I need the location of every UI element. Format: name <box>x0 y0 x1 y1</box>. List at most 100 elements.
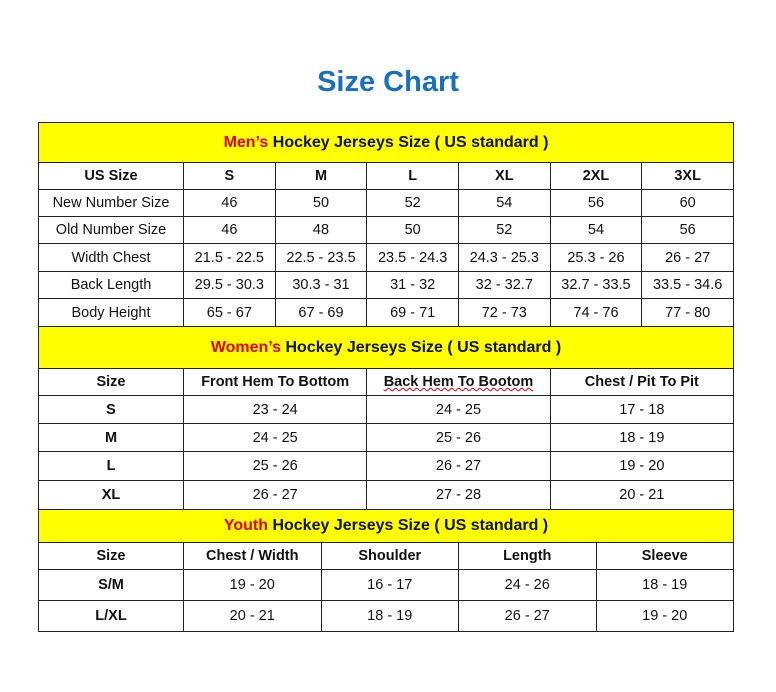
column-header: S <box>183 162 276 190</box>
row-label: Old Number Size <box>38 216 184 244</box>
column-header-label: Size <box>96 374 126 390</box>
table-cell: 65 - 67 <box>183 298 276 327</box>
table-cell: 25 - 26 <box>366 423 551 452</box>
column-header: Size <box>38 368 184 396</box>
table-cell: 26 - 27 <box>641 243 734 272</box>
row-label: S/M <box>38 569 184 601</box>
column-header: XL <box>457 162 551 190</box>
table-cell: 18 - 19 <box>595 569 734 601</box>
table-cell: 60 <box>641 189 734 217</box>
table-cell: 54 <box>549 216 643 244</box>
table-cell: 18 - 19 <box>549 423 735 452</box>
table-cell: 50 <box>274 189 368 217</box>
column-header-row: Size Chest / Width Shoulder Length Sleeve <box>38 542 734 570</box>
header-highlight: Youth <box>223 517 268 534</box>
youth-table-header: Youth Hockey Jerseys Size ( US standard … <box>38 509 734 543</box>
table-cell: 25 - 26 <box>182 451 368 481</box>
womens-table-header: Women’s Hockey Jerseys Size ( US standar… <box>38 326 734 369</box>
youth-size-table: Youth Hockey Jerseys Size ( US standard … <box>38 509 734 632</box>
column-header: 3XL <box>641 162 734 190</box>
table-cell: 48 <box>274 216 368 244</box>
table-cell: 54 <box>457 189 551 217</box>
column-header-label: 3XL <box>674 168 701 184</box>
column-header-label: Back Hem To Bootom <box>383 374 534 390</box>
row-label: L <box>38 451 184 481</box>
row-label: S <box>38 395 184 424</box>
row-label: Body Height <box>38 298 184 327</box>
table-cell: 30.3 - 31 <box>274 271 368 299</box>
table-cell: 26 - 27 <box>182 480 368 510</box>
column-header: Chest / Width <box>183 542 322 570</box>
column-header-row: Size Front Hem To Bottom Back Hem To Booto… <box>38 368 735 396</box>
table-row: S/M 19 - 20 16 - 17 24 - 26 18 - 19 <box>38 569 734 601</box>
womens-size-table: Women’s Hockey Jerseys Size ( US standar… <box>38 326 735 510</box>
column-header-label: M <box>314 168 328 184</box>
table-row: Width Chest 21.5 - 22.5 22.5 - 23.5 23.5 - … <box>38 243 734 272</box>
row-label: L/XL <box>38 600 184 632</box>
column-header: Back Hem To Bootom <box>366 368 551 396</box>
column-header-label: Front Hem To Bottom <box>201 374 350 390</box>
table-row: New Number Size 46 50 52 54 56 60 <box>38 189 734 217</box>
table-cell: 50 <box>366 216 459 244</box>
table-cell: 46 <box>183 216 276 244</box>
table-cell: 20 - 21 <box>183 600 322 632</box>
header-text: Hockey Jerseys Size ( US standard ) <box>268 517 549 534</box>
table-cell: 21.5 - 22.5 <box>183 243 276 272</box>
column-header: Shoulder <box>320 542 459 570</box>
table-cell: 32.7 - 33.5 <box>549 271 643 299</box>
row-label: Back Length <box>38 271 184 299</box>
column-header: M <box>274 162 368 190</box>
column-header: Chest / Pit To Pit <box>549 368 735 396</box>
table-cell: 74 - 76 <box>549 298 643 327</box>
table-cell: 32 - 32.7 <box>457 271 551 299</box>
column-header-label: S <box>224 168 235 184</box>
table-row: Old Number Size 46 48 50 52 54 56 <box>38 216 734 244</box>
table-cell: 24 - 26 <box>458 569 597 601</box>
row-label: M <box>38 423 184 452</box>
table-cell: 77 - 80 <box>641 298 734 327</box>
table-row: L/XL 20 - 21 18 - 19 26 - 27 19 - 20 <box>38 600 734 632</box>
row-label: XL <box>38 480 184 510</box>
column-header-label: Size <box>96 548 126 564</box>
column-header: Sleeve <box>595 542 734 570</box>
table-cell: 17 - 18 <box>549 395 735 424</box>
column-header: 2XL <box>549 162 643 190</box>
column-header-label: Shoulder <box>358 548 422 564</box>
header-text: Hockey Jerseys Size ( US standard ) <box>281 338 562 356</box>
column-header: Length <box>458 542 597 570</box>
column-header-label: Sleeve <box>641 548 688 564</box>
table-row: M 24 - 25 25 - 26 18 - 19 <box>38 423 735 452</box>
table-cell: 23.5 - 24.3 <box>366 243 459 272</box>
table-row: S 23 - 24 24 - 25 17 - 18 <box>38 395 735 424</box>
table-cell: 24 - 25 <box>182 423 368 452</box>
column-header: Size <box>38 542 184 570</box>
table-cell: 26 - 27 <box>458 600 597 632</box>
table-cell: 69 - 71 <box>366 298 459 327</box>
table-cell: 19 - 20 <box>595 600 734 632</box>
page-title: Size Chart <box>317 66 459 98</box>
table-cell: 46 <box>183 189 276 217</box>
mens-size-table: Men’s Hockey Jerseys Size ( US standard … <box>38 122 734 327</box>
table-row: L 25 - 26 26 - 27 19 - 20 <box>38 451 735 481</box>
table-cell: 18 - 19 <box>320 600 459 632</box>
table-cell: 20 - 21 <box>549 480 735 510</box>
column-header: L <box>366 162 459 190</box>
table-cell: 56 <box>549 189 643 217</box>
header-highlight: Women’s <box>210 338 282 356</box>
header-text: Hockey Jerseys Size ( US standard ) <box>268 133 549 151</box>
table-cell: 29.5 - 30.3 <box>183 271 276 299</box>
table-row: Body Height 65 - 67 67 - 69 69 - 71 72 - 73 7… <box>38 298 734 327</box>
column-header-label: XL <box>495 168 514 184</box>
table-cell: 27 - 28 <box>366 480 551 510</box>
table-cell: 23 - 24 <box>182 395 368 424</box>
column-header-label: 2XL <box>582 168 610 184</box>
column-header: US Size <box>38 162 184 190</box>
header-highlight: Men’s <box>223 133 269 151</box>
table-cell: 56 <box>641 216 734 244</box>
table-row: XL 26 - 27 27 - 28 20 - 21 <box>38 480 735 510</box>
table-cell: 52 <box>366 189 459 217</box>
table-cell: 25.3 - 26 <box>549 243 643 272</box>
table-cell: 24.3 - 25.3 <box>457 243 551 272</box>
table-cell: 16 - 17 <box>320 569 459 601</box>
table-cell: 19 - 20 <box>183 569 322 601</box>
